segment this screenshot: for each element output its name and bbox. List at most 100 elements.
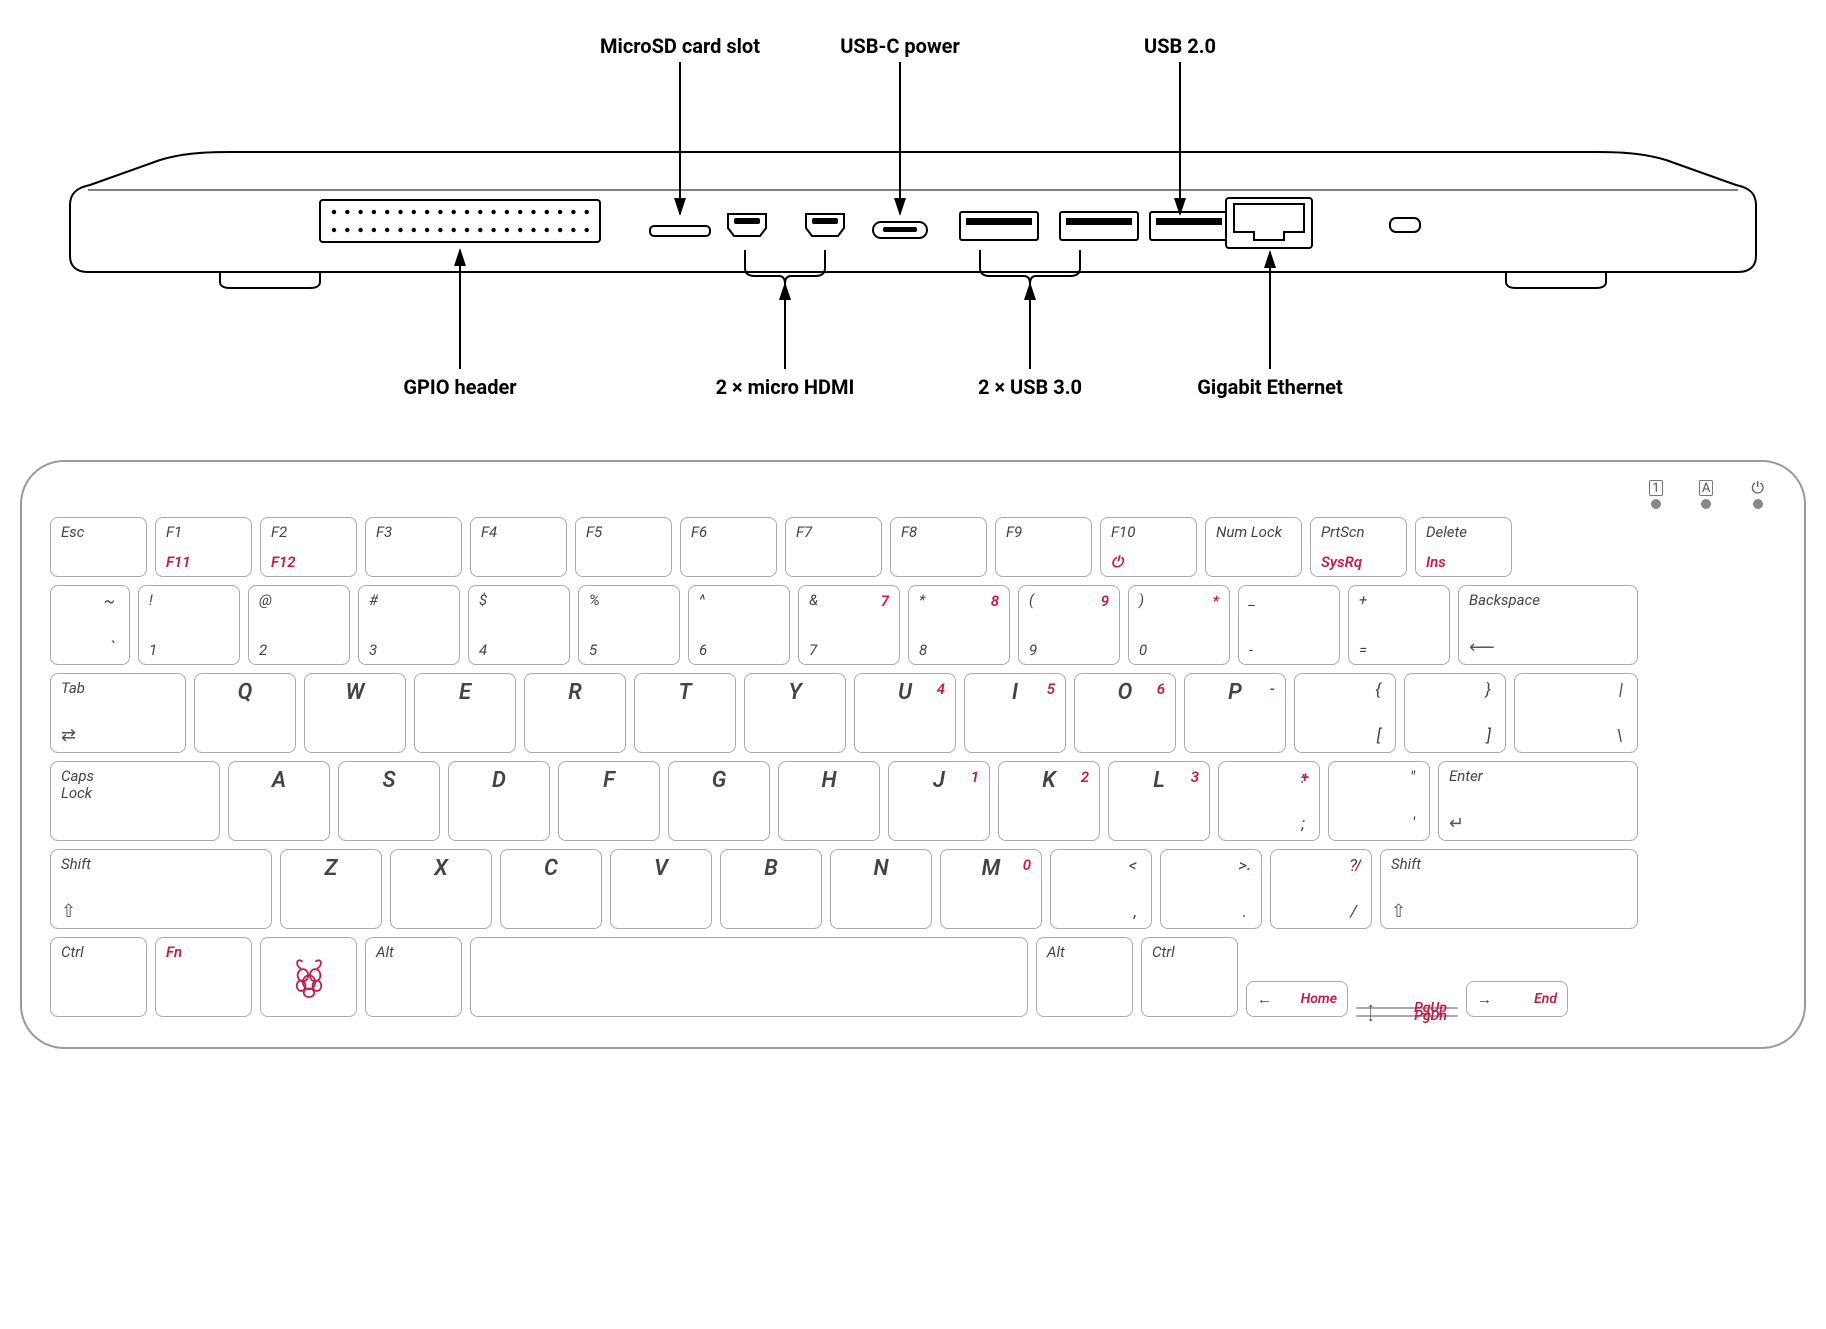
key-G[interactable]: G [668,761,770,841]
key[interactable] [470,937,1028,1017]
key-K[interactable]: K2 [998,761,1100,841]
key-ctrl[interactable]: Ctrl [50,937,147,1017]
key[interactable]: }] [1404,673,1506,753]
key-D[interactable]: D [448,761,550,841]
key-tab[interactable]: Tab⇄ [50,673,186,753]
key-V[interactable]: V [610,849,712,929]
key-pgdn[interactable]: ↓PgDn [1356,1015,1458,1017]
key-)[interactable]: )0* [1128,585,1230,665]
label-ethernet: Gigabit Ethernet [1197,375,1342,399]
key-ctrl[interactable]: Ctrl [1141,937,1238,1017]
keyboard-row: EscF1F11F2F12F3F4F5F6F7F8F9F10⏻Num LockP… [50,517,1776,577]
key-f5[interactable]: F5 [575,517,672,577]
key-M[interactable]: M0 [940,849,1042,929]
key-E[interactable]: E [414,673,516,753]
key[interactable]: :;+ [1218,761,1320,841]
key-enter[interactable]: Enter↵ [1438,761,1638,841]
key-J[interactable]: J1 [888,761,990,841]
key-f3[interactable]: F3 [365,517,462,577]
key-f2[interactable]: F2F12 [260,517,357,577]
key-backspace[interactable]: Backspace⟵ [1458,585,1638,665]
key-end[interactable]: →End [1466,981,1568,1017]
key-prtscn[interactable]: PrtScnSysRq [1310,517,1407,577]
key-S[interactable]: S [338,761,440,841]
keyboard-row: Tab⇄QWERTYU4I5O6P-{[}]|\ [50,673,1776,753]
raspberry-pi-logo-icon [291,956,327,998]
key-shift[interactable]: Shift⇧ [1380,849,1638,929]
label-hdmi: 2 × micro HDMI [716,375,855,399]
key-alt[interactable]: Alt [365,937,462,1017]
key-F[interactable]: F [558,761,660,841]
led-icon-capslock: A [1699,480,1713,496]
key-X[interactable]: X [390,849,492,929]
key-$[interactable]: $4 [468,585,570,665]
key-@[interactable]: @2 [248,585,350,665]
key-%[interactable]: %5 [578,585,680,665]
key-f10[interactable]: F10⏻ [1100,517,1197,577]
key-#[interactable]: #3 [358,585,460,665]
key-esc[interactable]: Esc [50,517,147,577]
key-Q[interactable]: Q [194,673,296,753]
key[interactable]: ~` [50,585,130,665]
key-Z[interactable]: Z [280,849,382,929]
key-f4[interactable]: F4 [470,517,567,577]
key-_[interactable]: _- [1238,585,1340,665]
key-I[interactable]: I5 [964,673,1066,753]
key-L[interactable]: L3 [1108,761,1210,841]
key-+[interactable]: += [1348,585,1450,665]
led-dot-power [1753,499,1763,509]
label-usb30: 2 × USB 3.0 [978,375,1082,399]
key-f6[interactable]: F6 [680,517,777,577]
arrow-cluster: ←Home ↑PgUp ↓PgDn →End [1246,937,1568,1017]
key-delete[interactable]: DeleteIns [1415,517,1512,577]
key-A[interactable]: A [228,761,330,841]
led-numlock: 1 [1649,480,1663,509]
key-shift[interactable]: Shift⇧ [50,849,272,929]
status-leds: 1 A ⏻ [50,480,1776,509]
key-alt[interactable]: Alt [1036,937,1133,1017]
key-^[interactable]: ^6 [688,585,790,665]
label-gpio: GPIO header [403,375,516,399]
key[interactable]: {[ [1294,673,1396,753]
keyboard-row: ~`!1@2#3$4%5^6&77*88(99)0*_-+=Backspace⟵ [50,585,1776,665]
key-R[interactable]: R [524,673,626,753]
key-numlock[interactable]: Num Lock [1205,517,1302,577]
key-U[interactable]: U4 [854,673,956,753]
keyboard-row: CapsLockASDFGHJ1K2L3:;+"'Enter↵ [50,761,1776,841]
key-O[interactable]: O6 [1074,673,1176,753]
key-Y[interactable]: Y [744,673,846,753]
key-T[interactable]: T [634,673,736,753]
led-icon-power: ⏻ [1749,480,1766,496]
key-([interactable]: (99 [1018,585,1120,665]
key-f7[interactable]: F7 [785,517,882,577]
key-*[interactable]: *88 [908,585,1010,665]
key-home[interactable]: ←Home [1246,981,1348,1017]
key[interactable]: >.. [1160,849,1262,929]
label-microsd: MicroSD card slot [600,34,760,58]
key-H[interactable]: H [778,761,880,841]
key-C[interactable]: C [500,849,602,929]
key-logo[interactable] [260,937,357,1017]
keyboard-row-bottom: CtrlFn AltAltCtrl ←Home ↑PgUp ↓PgDn →End [50,937,1776,1017]
key-B[interactable]: B [720,849,822,929]
key-caps[interactable]: CapsLock [50,761,220,841]
led-power: ⏻ [1749,480,1766,509]
key-fn[interactable]: Fn [155,937,252,1017]
key-&[interactable]: &77 [798,585,900,665]
led-dot-capslock [1701,499,1711,509]
key-f9[interactable]: F9 [995,517,1092,577]
label-usb20: USB 2.0 [1144,34,1216,58]
key-f8[interactable]: F8 [890,517,987,577]
key-f1[interactable]: F1F11 [155,517,252,577]
key[interactable]: |\ [1514,673,1638,753]
rear-ports-diagram: MicroSD card slotUSB-C powerUSB 2.0GPIO … [20,20,1806,420]
key-W[interactable]: W [304,673,406,753]
keyboard: 1 A ⏻ EscF1F11F2F12F3F4F5F6F7F8F9F10⏻Num… [20,460,1806,1049]
key[interactable]: "' [1328,761,1430,841]
ports-svg [20,20,1806,420]
key[interactable]: ?// [1270,849,1372,929]
key-![interactable]: !1 [138,585,240,665]
key-N[interactable]: N [830,849,932,929]
key[interactable]: <, [1050,849,1152,929]
key-P[interactable]: P- [1184,673,1286,753]
